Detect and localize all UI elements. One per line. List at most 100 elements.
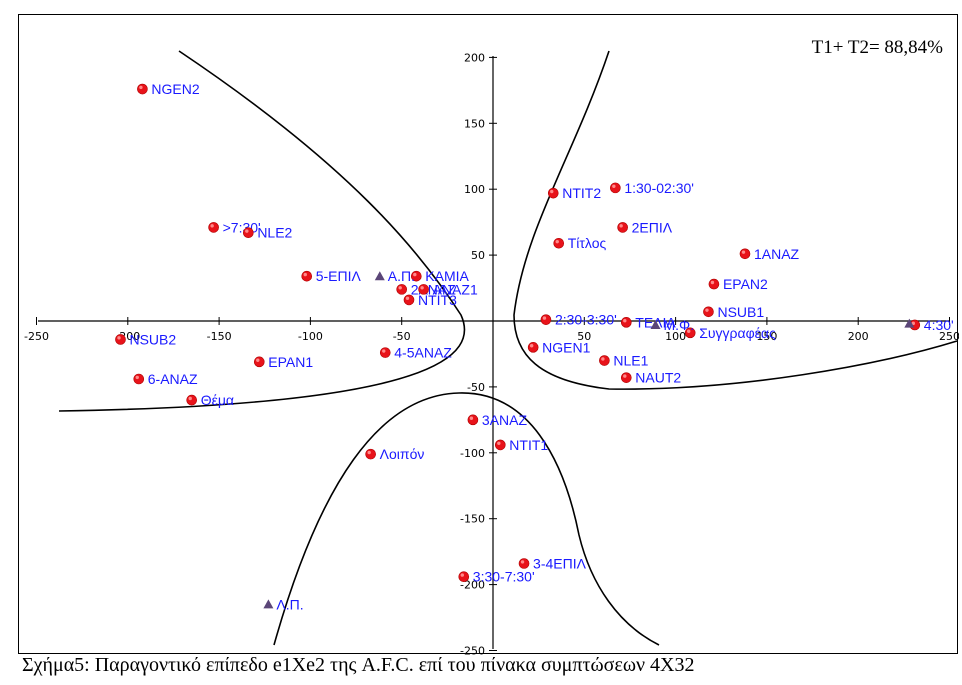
data-point-highlight (705, 308, 708, 311)
triangle-marker (375, 271, 385, 280)
data-point-highlight (619, 224, 622, 227)
cluster-curves (59, 51, 957, 645)
point-label: NSUB1 (717, 304, 764, 320)
point-label: Συγγραφέας (699, 325, 776, 341)
point-label: 1:30-02:30' (624, 180, 694, 196)
y-tick-label: 200 (464, 51, 485, 64)
data-point-highlight (461, 573, 464, 576)
triangle-label: Α.Π. (388, 268, 415, 284)
point-label: 6-ΑΝΑΖ (148, 371, 198, 387)
point-label: NLE2 (257, 225, 292, 241)
data-point-highlight (497, 442, 500, 445)
data-point-highlight (304, 273, 307, 276)
data-point-highlight (406, 297, 409, 300)
data-point (740, 249, 750, 259)
data-point (209, 222, 219, 232)
data-point (709, 279, 719, 289)
data-point-highlight (623, 319, 626, 322)
x-tick-label: -250 (24, 330, 49, 343)
data-point (554, 238, 564, 248)
data-point-highlight (420, 286, 423, 289)
data-point-highlight (117, 336, 120, 339)
point-label: 4:30' (924, 317, 954, 333)
data-point (610, 183, 620, 193)
data-point-highlight (601, 357, 604, 360)
figure-caption: Σχήμα5: Παραγοντικό επίπεδο e1Xe2 της A.… (22, 654, 695, 677)
scatter-plot: -250 -200 -150 -100 -50 50 100 150 200 250 -250-2… (19, 15, 959, 655)
point-label: Τίτλος (568, 235, 607, 251)
x-tick-label: -100 (298, 330, 323, 343)
axes: -250 -200 -150 -100 -50 50 100 150 200 250 -250-2… (24, 51, 959, 655)
point-label: NLE1 (613, 353, 648, 369)
data-point (137, 84, 147, 94)
data-point (528, 342, 538, 352)
data-point-highlight (139, 86, 142, 89)
data-point (495, 440, 505, 450)
triangle-label: Μ.Φ. (664, 317, 695, 333)
triangle-marker (263, 599, 273, 608)
data-point (468, 415, 478, 425)
data-point (599, 356, 609, 366)
y-tick-label: -100 (460, 447, 485, 460)
data-point (703, 307, 713, 317)
x-tick-label: -150 (207, 330, 232, 343)
data-point-highlight (470, 417, 473, 420)
data-point (302, 271, 312, 281)
point-label: 2ΕΠΙΛ (632, 219, 673, 235)
data-point (243, 228, 253, 238)
triangle-label: Λ.Π. (276, 596, 303, 612)
y-tick-label: -150 (460, 513, 485, 526)
data-point (397, 284, 407, 294)
data-point-highlight (623, 374, 626, 377)
point-label: 2:30-3:30' (555, 312, 617, 328)
point-label: NTIT3 (418, 292, 457, 308)
x-tick-label: -50 (393, 330, 411, 343)
data-point-highlight (399, 286, 402, 289)
point-label: >7:30' (223, 219, 261, 235)
point-label: NAUT2 (635, 370, 681, 386)
data-point-highlight (367, 451, 370, 454)
point-label: 3:30-7:30' (473, 569, 535, 585)
data-point (380, 348, 390, 358)
y-tick-label: 150 (464, 117, 485, 130)
data-point-highlight (382, 349, 385, 352)
point-label: EPAN1 (268, 354, 313, 370)
data-point-highlight (256, 359, 259, 362)
data-point (187, 395, 197, 405)
point-label: 4-5ΑΝΑΖ (394, 345, 452, 361)
data-point-highlight (136, 376, 139, 379)
y-tick-label: -50 (467, 381, 485, 394)
data-point-highlight (245, 229, 248, 232)
point-label: NTIT1 (509, 437, 548, 453)
data-point (621, 373, 631, 383)
figure-frame: -250 -200 -150 -100 -50 50 100 150 200 250 -250 -2… (18, 14, 958, 654)
data-point (115, 334, 125, 344)
data-point (618, 222, 628, 232)
data-point (621, 317, 631, 327)
data-point-highlight (189, 397, 192, 400)
data-point (519, 559, 529, 569)
point-label: NSUB2 (129, 331, 176, 347)
data-point-highlight (550, 190, 553, 193)
data-point-highlight (543, 316, 546, 319)
point-label: 3-4ΕΠΙΛ (533, 556, 587, 572)
data-point-highlight (210, 224, 213, 227)
data-point-highlight (742, 250, 745, 253)
data-point-highlight (556, 240, 559, 243)
y-tick-label: 100 (464, 183, 485, 196)
y-tick-label: 50 (471, 249, 485, 262)
point-label: 1ΑΝΑΖ (754, 246, 800, 262)
data-point (366, 449, 376, 459)
point-label: 5-ΕΠΙΛ (316, 268, 362, 284)
data-point (459, 572, 469, 582)
point-label: NGEN1 (542, 339, 590, 355)
data-point (404, 295, 414, 305)
y-ticks: -250 -200 -150 -100 -50 50 100 150 200 (460, 51, 497, 655)
point-label: NTIT2 (562, 185, 601, 201)
point-label: NGEN2 (151, 81, 199, 97)
data-point-highlight (530, 344, 533, 347)
point-label: Θέμα (201, 392, 234, 408)
data-point (541, 315, 551, 325)
point-label: EPAN2 (723, 276, 768, 292)
